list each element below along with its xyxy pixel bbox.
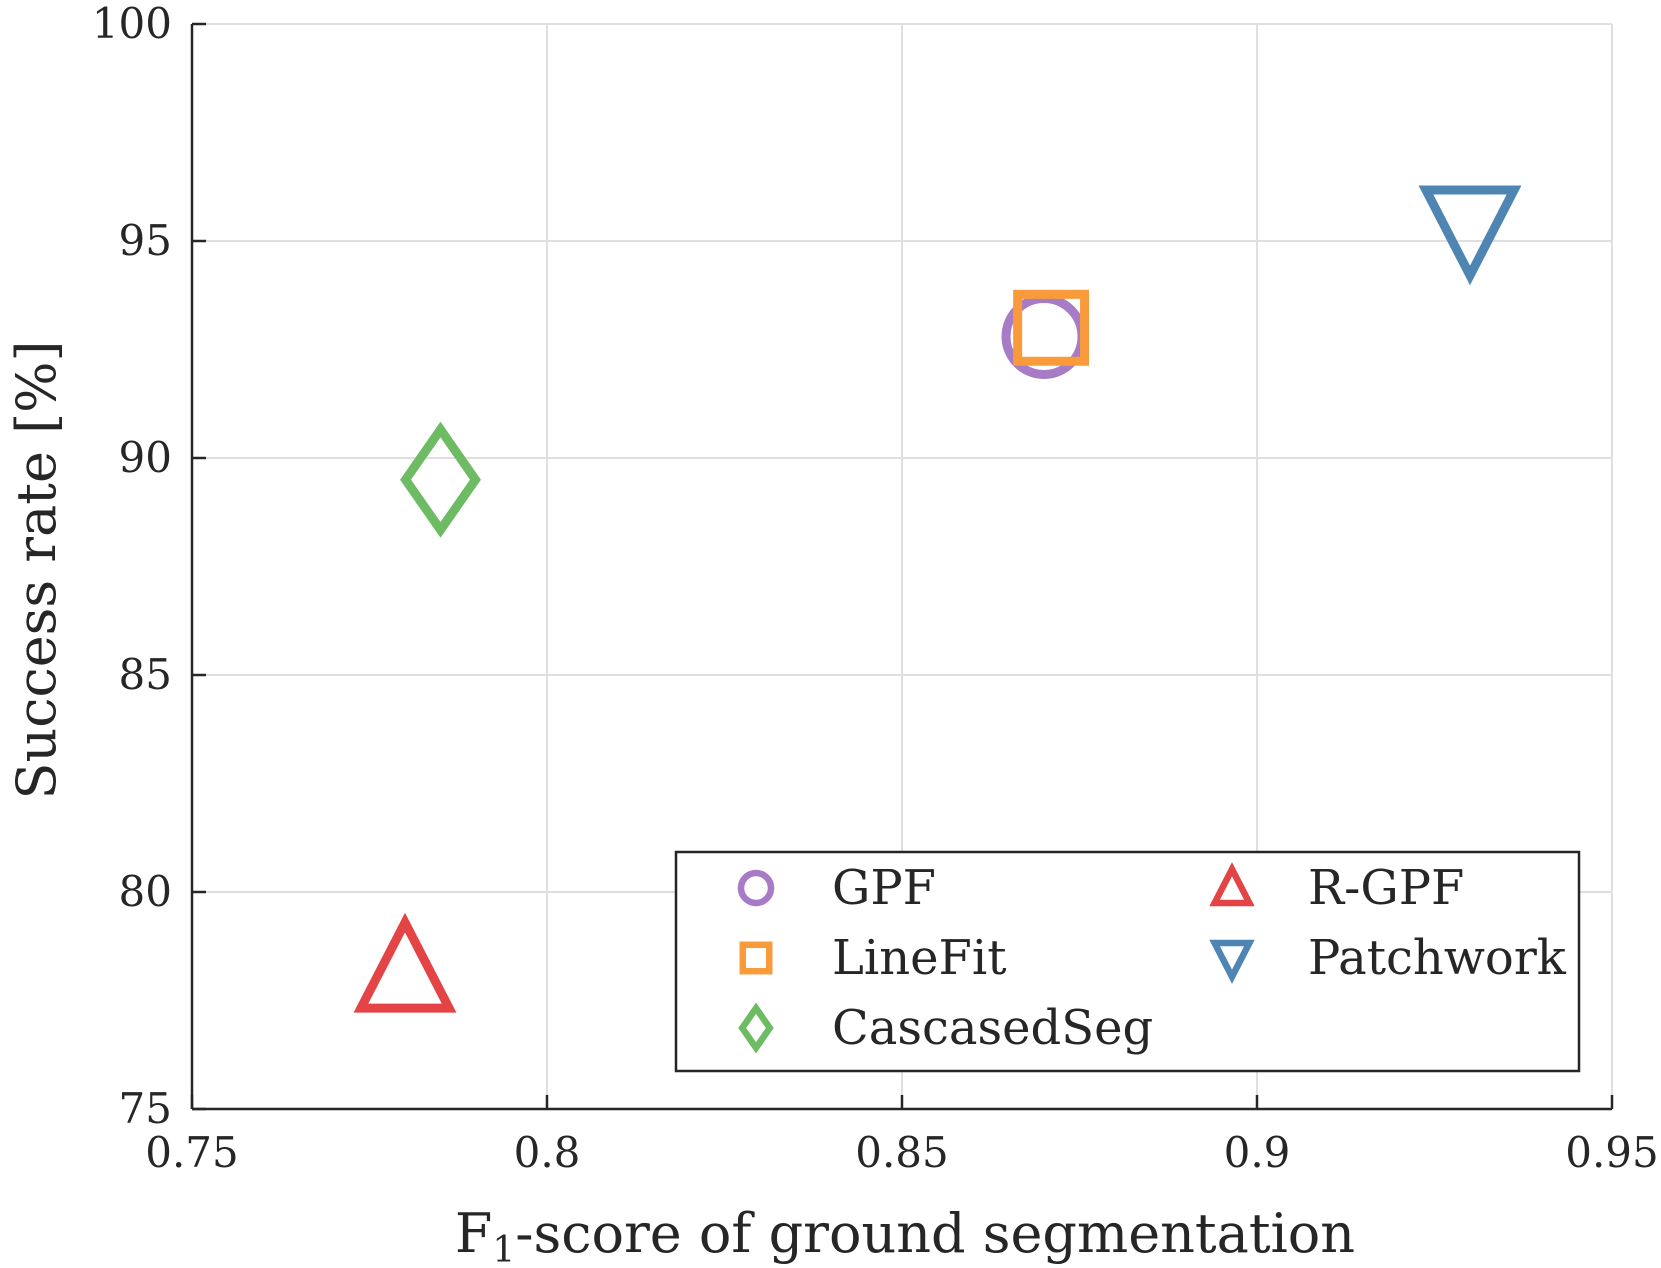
tick-labels: 0.75 0.8 0.85 0.9 0.95 75 80 85 90 95 100	[92, 0, 1659, 1177]
axes	[190, 22, 1614, 1111]
data-markers	[353, 185, 1522, 1013]
legend-marker-gpf	[737, 869, 775, 907]
legend-box	[674, 850, 1581, 1073]
y-tick-label: 75	[119, 1084, 172, 1133]
legend: GPF LineFit CascasedSeg R-GPF Patchwork	[674, 850, 1581, 1073]
x-tick-label: 0.85	[855, 1128, 949, 1177]
legend-label-gpf: GPF	[832, 860, 936, 916]
legend-label-linefit: LineFit	[832, 930, 1007, 986]
y-tick-label: 85	[119, 650, 172, 699]
x-tick-label: 0.8	[514, 1128, 581, 1177]
x-tick-label: 0.9	[1224, 1128, 1291, 1177]
marker-r-gpf	[353, 912, 457, 1013]
legend-marker-patchwork	[1209, 939, 1255, 984]
x-tick-label: 0.95	[1565, 1128, 1659, 1177]
y-tick-label: 95	[119, 216, 172, 265]
legend-label-patchwork: Patchwork	[1308, 930, 1567, 986]
grid	[192, 23, 1613, 1109]
legend-marker-linefit	[739, 941, 773, 975]
y-axis-label: Success rate [%]	[5, 340, 68, 799]
legend-marker-r-gpf	[1209, 862, 1255, 907]
legend-label-cascasedseg: CascasedSeg	[832, 1000, 1153, 1056]
y-tick-label: 90	[119, 433, 172, 482]
marker-cascasedseg	[400, 421, 481, 538]
y-tick-label: 80	[119, 867, 172, 916]
y-tick-label: 100	[92, 0, 172, 48]
x-tick-label: 0.75	[145, 1128, 239, 1177]
legend-marker-cascasedseg	[738, 1002, 774, 1054]
marker-linefit	[1013, 289, 1090, 366]
legend-label-r-gpf: R-GPF	[1308, 860, 1464, 916]
x-axis-label: F1-score of ground segmentation	[455, 1202, 1355, 1268]
marker-patchwork	[1418, 185, 1522, 286]
